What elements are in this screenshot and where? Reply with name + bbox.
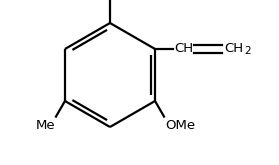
Text: CH: CH [174, 43, 193, 55]
Text: 2: 2 [244, 46, 251, 56]
Text: Me: Me [35, 119, 55, 132]
Text: OMe: OMe [165, 119, 195, 132]
Text: CH: CH [224, 43, 243, 55]
